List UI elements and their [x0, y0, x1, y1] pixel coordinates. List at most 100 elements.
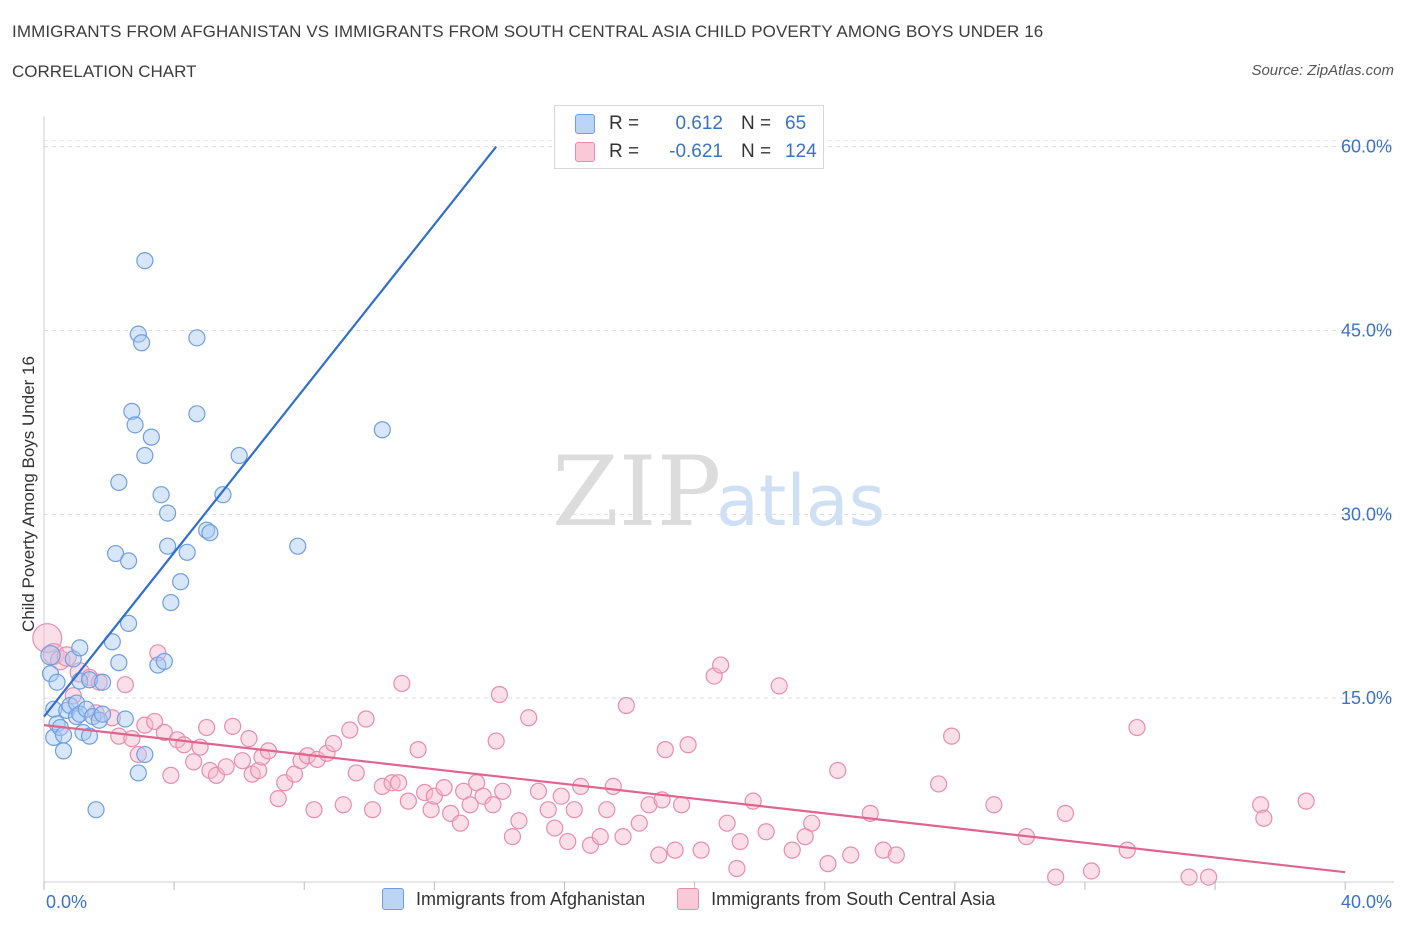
data-point-south-central-asia	[1082, 862, 1101, 880]
data-point-south-central-asia	[422, 801, 440, 819]
data-point-south-central-asia	[149, 644, 167, 662]
data-point-south-central-asia	[487, 732, 505, 750]
stats-legend: R = 0.612 N = 65 R = -0.621 N = 124	[554, 105, 824, 169]
data-point-south-central-asia	[803, 814, 821, 832]
data-point-south-central-asia	[520, 709, 538, 727]
series-swatch-pink	[677, 888, 700, 910]
legend-swatch-pink	[575, 142, 595, 162]
data-point-afghanistan	[136, 252, 154, 270]
source-credit: Source: ZipAtlas.com	[1251, 62, 1394, 79]
data-point-south-central-asia	[712, 656, 730, 674]
data-point-afghanistan	[201, 524, 219, 542]
series-legend-afghanistan: Immigrants from Afghanistan	[382, 888, 645, 910]
data-point-south-central-asia	[1180, 868, 1198, 886]
tick-labels: 15.0% 30.0% 45.0% 60.0% 0.0% 40.0%	[46, 137, 1392, 912]
data-point-south-central-asia	[490, 685, 509, 704]
data-point-south-central-asia	[305, 801, 323, 819]
data-point-south-central-asia	[416, 783, 434, 802]
data-point-afghanistan	[230, 446, 248, 465]
data-point-south-central-asia	[233, 752, 252, 770]
data-point-south-central-asia	[155, 723, 173, 742]
series-swatch-blue	[382, 888, 404, 910]
data-point-south-central-asia	[640, 796, 658, 814]
data-point-afghanistan	[119, 552, 138, 570]
data-point-south-central-asia	[435, 779, 453, 797]
data-point-afghanistan	[67, 694, 86, 712]
data-point-south-central-asia	[842, 846, 860, 864]
data-point-south-central-asia	[357, 710, 375, 728]
data-point-south-central-asia	[718, 814, 736, 832]
data-point-afghanistan	[54, 742, 73, 760]
data-point-south-central-asia	[672, 796, 691, 814]
data-point-afghanistan	[159, 504, 177, 522]
data-point-south-central-asia	[116, 676, 134, 694]
data-point-south-central-asia	[484, 796, 502, 814]
legend-n-value: 124	[785, 141, 817, 162]
data-point-south-central-asia	[1118, 841, 1136, 859]
data-point-south-central-asia	[1128, 718, 1146, 737]
data-point-afghanistan	[110, 473, 128, 492]
data-point-afghanistan	[126, 416, 144, 434]
data-point-south-central-asia	[692, 841, 710, 859]
data-point-south-central-asia	[123, 730, 141, 748]
data-point-afghanistan	[45, 728, 63, 746]
data-point-south-central-asia	[269, 790, 287, 808]
data-point-afghanistan	[155, 652, 173, 670]
data-point-south-central-asia	[32, 623, 63, 654]
data-point-south-central-asia	[373, 777, 391, 796]
data-point-south-central-asia	[136, 716, 154, 734]
data-point-afghanistan	[289, 537, 307, 555]
legend-row-south-central-asia: R = -0.621 N = 124	[575, 140, 817, 164]
data-point-afghanistan	[80, 727, 99, 745]
data-point-south-central-asia	[1297, 792, 1315, 810]
data-point-south-central-asia	[50, 649, 71, 671]
data-point-south-central-asia	[874, 841, 892, 859]
data-point-south-central-asia	[207, 766, 226, 784]
data-point-afghanistan	[172, 573, 190, 591]
series-label-afghanistan: Immigrants from Afghanistan	[416, 888, 646, 909]
data-point-afghanistan	[152, 486, 170, 504]
data-point-afghanistan	[54, 726, 73, 744]
data-point-afghanistan	[188, 405, 206, 423]
legend-r-label: R =	[609, 113, 640, 134]
data-point-afghanistan	[93, 673, 112, 691]
data-point-south-central-asia	[942, 727, 961, 745]
data-point-south-central-asia	[565, 801, 583, 819]
data-point-afghanistan	[136, 446, 154, 465]
data-point-south-central-asia	[1255, 809, 1273, 827]
data-point-south-central-asia	[546, 819, 564, 837]
data-point-south-central-asia	[552, 787, 570, 805]
data-point-south-central-asia	[389, 774, 408, 792]
watermark: ZIP atlas	[552, 436, 885, 548]
data-point-south-central-asia	[656, 741, 674, 759]
y-tick-label: 30.0%	[1341, 504, 1392, 524]
legend-swatch-blue	[575, 114, 595, 134]
data-point-south-central-asia	[731, 832, 749, 851]
data-point-south-central-asia	[630, 814, 648, 832]
data-point-south-central-asia	[581, 836, 600, 854]
data-point-south-central-asia	[276, 774, 294, 792]
data-point-south-central-asia	[783, 841, 801, 859]
data-point-afghanistan	[106, 544, 125, 563]
data-point-south-central-asia	[559, 832, 577, 851]
data-point-south-central-asia	[240, 730, 258, 748]
data-point-south-central-asia	[383, 774, 401, 792]
data-point-afghanistan	[71, 639, 89, 657]
legend-n-value: 65	[785, 113, 807, 134]
axes	[43, 116, 1394, 890]
data-point-south-central-asia	[341, 721, 359, 739]
trend-line-afghanistan	[43, 145, 498, 718]
data-point-south-central-asia	[399, 792, 417, 810]
y-tick-label: 15.0%	[1341, 688, 1392, 708]
x-tick-label-max: 40.0%	[1341, 892, 1392, 912]
data-point-afghanistan	[142, 428, 160, 446]
data-point-south-central-asia	[539, 801, 557, 819]
watermark-zip: ZIP	[552, 436, 721, 548]
data-point-south-central-asia	[929, 775, 948, 793]
data-point-south-central-asia	[162, 766, 180, 784]
data-point-south-central-asia	[224, 717, 242, 735]
data-point-south-central-asia	[347, 764, 365, 782]
data-point-south-central-asia	[324, 734, 343, 753]
data-point-south-central-asia	[757, 823, 775, 841]
y-axis-label: Child Poverty Among Boys Under 16	[19, 356, 38, 632]
